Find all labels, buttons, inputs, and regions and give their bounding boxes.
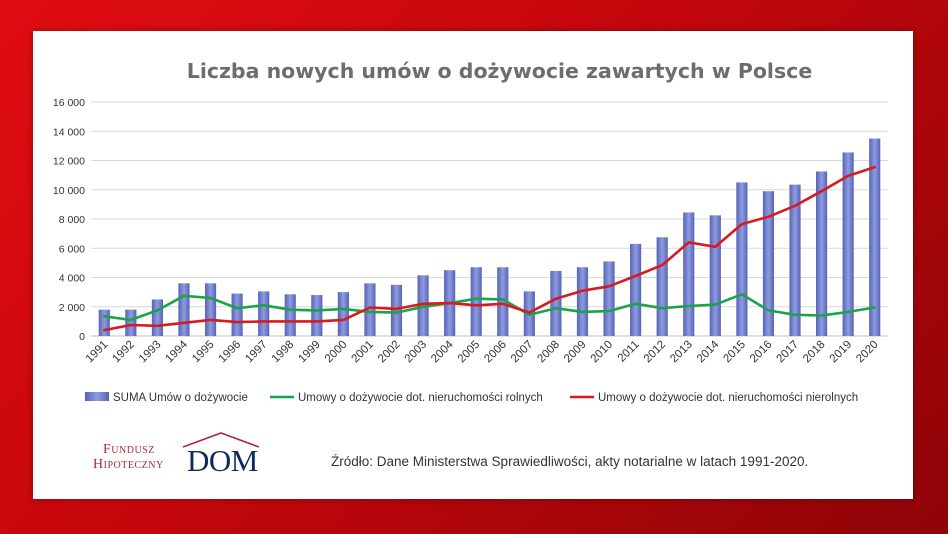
bar xyxy=(470,267,482,336)
x-tick-label: 2000 xyxy=(323,339,350,366)
series-line-2 xyxy=(103,165,877,332)
y-tick-label: 0 xyxy=(79,331,85,343)
x-tick-label: 2014 xyxy=(695,338,722,365)
series-line-1 xyxy=(103,292,877,322)
bar xyxy=(497,267,509,336)
x-tick-label: 2016 xyxy=(748,339,775,366)
bar xyxy=(683,212,695,336)
roof-icon xyxy=(182,432,260,448)
x-tick-label: 2019 xyxy=(828,339,855,366)
bar xyxy=(284,294,296,336)
x-tick-label: 2006 xyxy=(482,339,509,366)
bar xyxy=(390,284,403,336)
source-note: Źródło: Dane Ministerstwa Sprawiedliwośc… xyxy=(331,454,809,469)
y-tick-label: 2 000 xyxy=(59,302,85,314)
x-tick-label: 2001 xyxy=(349,339,376,366)
bar xyxy=(816,171,828,336)
bar xyxy=(231,293,243,336)
legend-label: Umowy o dożywocie dot. nieruchomości rol… xyxy=(298,392,543,404)
logo-line2: Hipoteczny xyxy=(93,457,164,472)
x-tick-label: 2005 xyxy=(456,339,483,366)
x-tick-label: 1997 xyxy=(243,339,270,366)
bar xyxy=(98,309,110,336)
x-tick-label: 2002 xyxy=(376,339,403,366)
logo-line1: Fundusz xyxy=(103,442,155,457)
x-tick-label: 2003 xyxy=(403,339,430,366)
legend-label: SUMA Umów o dożywocie xyxy=(113,392,248,404)
logo-dom: DOM xyxy=(187,443,258,478)
chart-title: Liczba nowych umów o dożywocie zawartych… xyxy=(187,59,812,83)
x-tick-label: 1992 xyxy=(110,339,137,366)
bar xyxy=(364,283,376,336)
bar xyxy=(550,270,562,336)
bar xyxy=(258,291,270,336)
legend-swatch xyxy=(85,392,109,401)
x-tick-label: 1995 xyxy=(190,339,217,366)
x-tick-label: 2008 xyxy=(535,339,562,366)
x-tick-label: 1999 xyxy=(296,339,323,366)
x-tick-label: 2018 xyxy=(801,339,828,366)
bar xyxy=(869,138,881,336)
chart: Liczba nowych umów o dożywocie zawartych… xyxy=(53,59,888,404)
x-tick-label: 2004 xyxy=(429,338,456,365)
chart-card: Liczba nowych umów o dożywocie zawartych… xyxy=(33,31,913,499)
x-tick-label: 2015 xyxy=(721,339,748,366)
bar xyxy=(709,215,721,336)
bar xyxy=(576,267,589,336)
fundusz-hipoteczny-dom-logo: Fundusz Hipoteczny DOM xyxy=(85,431,325,479)
bar xyxy=(762,191,775,336)
bar xyxy=(151,299,163,336)
x-tick-label: 2010 xyxy=(589,339,616,366)
bar xyxy=(656,237,668,336)
bar xyxy=(204,283,217,336)
x-tick-label: 1996 xyxy=(217,339,244,366)
bar xyxy=(337,292,349,336)
bar xyxy=(789,184,801,336)
x-tick-label: 2013 xyxy=(668,339,695,366)
y-tick-label: 14 000 xyxy=(53,126,85,138)
bar xyxy=(736,182,748,336)
bar xyxy=(311,295,323,336)
bar xyxy=(178,283,190,336)
y-tick-label: 8 000 xyxy=(59,214,85,226)
x-tick-label: 2007 xyxy=(509,339,536,366)
bar xyxy=(842,152,854,336)
y-tick-label: 16 000 xyxy=(53,97,85,109)
y-tick-label: 4 000 xyxy=(59,273,85,285)
x-tick-label: 2009 xyxy=(562,339,589,366)
x-tick-label: 1991 xyxy=(84,339,111,366)
y-tick-label: 12 000 xyxy=(53,156,85,168)
y-tick-label: 10 000 xyxy=(53,185,85,197)
x-tick-label: 2020 xyxy=(854,339,881,366)
bar xyxy=(125,309,137,336)
x-tick-label: 1998 xyxy=(270,339,297,366)
legend-label: Umowy o dożywocie dot. nieruchomości nie… xyxy=(598,392,858,404)
x-tick-label: 1993 xyxy=(137,339,164,366)
y-tick-label: 6 000 xyxy=(59,243,85,255)
bar xyxy=(630,243,642,336)
bar xyxy=(603,261,615,336)
x-tick-label: 2012 xyxy=(642,339,669,366)
x-tick-label: 1994 xyxy=(164,338,191,365)
x-tick-label: 2011 xyxy=(616,339,642,365)
x-tick-label: 2017 xyxy=(775,339,802,366)
